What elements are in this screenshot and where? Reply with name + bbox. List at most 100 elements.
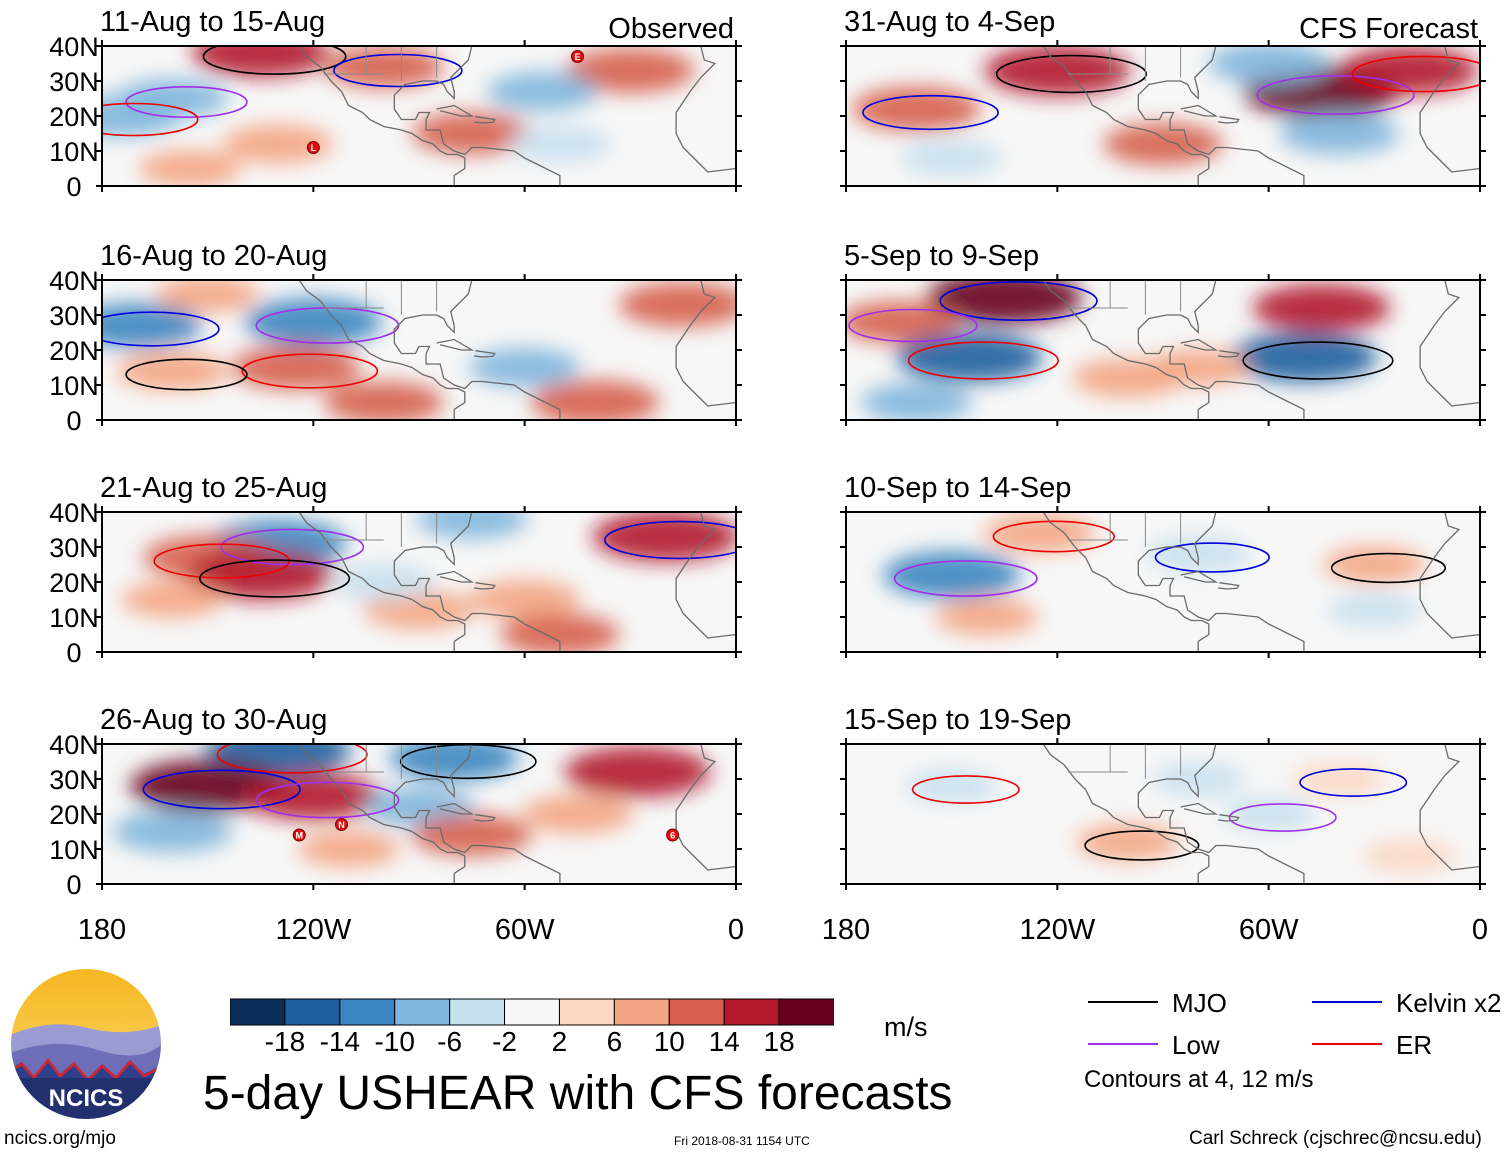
x-tick-label: 60W — [495, 914, 555, 946]
contour-line — [198, 559, 351, 598]
contour-line — [1154, 542, 1270, 573]
americas-coastline — [278, 46, 561, 186]
svg-text:6: 6 — [670, 831, 675, 841]
legend-label: MJO — [1172, 988, 1227, 1018]
anomaly-blob — [499, 613, 620, 652]
contour-line — [939, 280, 1098, 321]
contour-line — [992, 520, 1116, 553]
anomaly-blob — [116, 351, 229, 391]
x-tick-label: 120W — [275, 914, 351, 946]
anomaly-blob — [297, 830, 400, 868]
americas-coastline — [1022, 744, 1305, 884]
y-tick-label: 30N — [49, 765, 99, 795]
anomaly-blob — [1076, 823, 1179, 861]
y-tick-label: 0 — [66, 638, 81, 668]
colorbar-tick-label: 18 — [763, 1026, 795, 1057]
anomaly-blob — [904, 769, 999, 803]
panel-8: 15-Sep to 19-Sep 180 120W 60W 0 — [822, 704, 1488, 946]
anomaly-blob — [852, 86, 981, 132]
hispaniola-outline — [1218, 582, 1240, 590]
y-tick-label: 40N — [49, 32, 99, 62]
americas-coastline — [278, 280, 561, 420]
legend-label: ER — [1396, 1030, 1433, 1060]
colorbar-tick-label: 14 — [708, 1026, 740, 1057]
timestamp: Fri 2018-08-31 1154 UTC — [674, 1134, 810, 1148]
colorbar-swatch — [613, 998, 670, 1026]
forecast-label: CFS Forecast — [1299, 13, 1478, 45]
tropical-cyclone-marker: L — [306, 141, 320, 154]
africa-coastline — [1419, 280, 1480, 407]
anomaly-blob — [222, 124, 334, 164]
cuba-outline — [436, 338, 475, 351]
panel-period-title: 15-Sep to 19-Sep — [844, 704, 1071, 736]
cuba-outline — [1180, 570, 1219, 583]
y-tick-label: 10N — [49, 137, 99, 167]
y-tick-label: 0 — [66, 870, 81, 900]
y-tick-label: 40N — [49, 266, 99, 296]
x-tick-label: 60W — [1239, 914, 1299, 946]
hispaniola-outline — [1218, 814, 1240, 822]
legend-line — [1088, 1043, 1158, 1045]
contours-note: Contours at 4, 12 m/s — [1084, 1066, 1314, 1093]
cuba-outline — [436, 104, 475, 117]
cuba-outline — [1180, 104, 1219, 117]
y-tick-label: 20N — [49, 102, 99, 132]
contour-line — [125, 358, 248, 391]
anomaly-blob — [935, 598, 1039, 636]
tropical-cyclone-marker: N — [335, 818, 349, 831]
contour-line — [995, 54, 1148, 94]
svg-text:L: L — [311, 143, 317, 153]
americas-coastline — [1022, 512, 1305, 652]
africa-coastline — [675, 744, 736, 871]
colorbar-swatch — [778, 998, 834, 1026]
colorbar-tick-label: -18 — [264, 1026, 306, 1057]
anomaly-blob — [323, 46, 444, 88]
cuba-outline — [1180, 338, 1219, 351]
logo-text: NCICS — [49, 1085, 124, 1112]
legend-line — [1088, 1001, 1158, 1003]
panel-5: 31-Aug to 4-Sep CFS Forecast — [840, 6, 1486, 192]
y-tick-label: 40N — [49, 730, 99, 760]
colorbar-swatch — [284, 998, 341, 1026]
anomaly-blob — [411, 814, 532, 856]
panel-period-title: 16-Aug to 20-Aug — [100, 240, 327, 272]
anomaly-blob — [984, 46, 1131, 96]
colorbar-tick-label: -10 — [374, 1026, 415, 1057]
anomaly-blob — [231, 345, 361, 390]
hispaniola-outline — [1218, 350, 1240, 358]
contour-line — [102, 311, 220, 347]
colorbar-swatch — [723, 998, 780, 1026]
colorbar-swatch — [394, 998, 451, 1026]
y-tick-label: 20N — [49, 568, 99, 598]
africa-coastline — [675, 512, 736, 639]
anomaly-blob — [565, 48, 695, 93]
anomaly-blob — [389, 744, 519, 781]
anomaly-blob — [592, 512, 736, 562]
site-link[interactable]: ncics.org/mjo — [4, 1128, 116, 1149]
contour-line — [1299, 768, 1408, 797]
y-tick-label: 30N — [49, 301, 99, 331]
panel-period-title: 10-Sep to 14-Sep — [844, 472, 1071, 504]
anomaly-blob — [984, 513, 1096, 553]
anomaly-blob — [1221, 797, 1316, 831]
anomaly-blob — [882, 551, 1021, 599]
cuba-outline — [436, 802, 475, 815]
americas-coastline — [1022, 46, 1305, 186]
anomaly-blob — [860, 382, 973, 420]
africa-coastline — [675, 280, 736, 407]
hispaniola-outline — [474, 582, 496, 590]
contour-line — [333, 53, 463, 88]
americas-coastline — [278, 744, 561, 884]
contour-line — [125, 86, 248, 119]
panel-period-title: 11-Aug to 15-Aug — [100, 6, 325, 38]
contour-line — [1084, 830, 1200, 861]
panel-grid: L E 0 10N 20N 30N 40N 11-Aug to 15-Aug Observed 0… — [49, 6, 1488, 946]
x-tick-label: 0 — [728, 914, 744, 946]
x-tick-label: 180 — [822, 914, 870, 946]
colorbar-units: m/s — [884, 1012, 928, 1042]
contour-line — [216, 744, 368, 774]
anomaly-blob — [332, 563, 435, 601]
